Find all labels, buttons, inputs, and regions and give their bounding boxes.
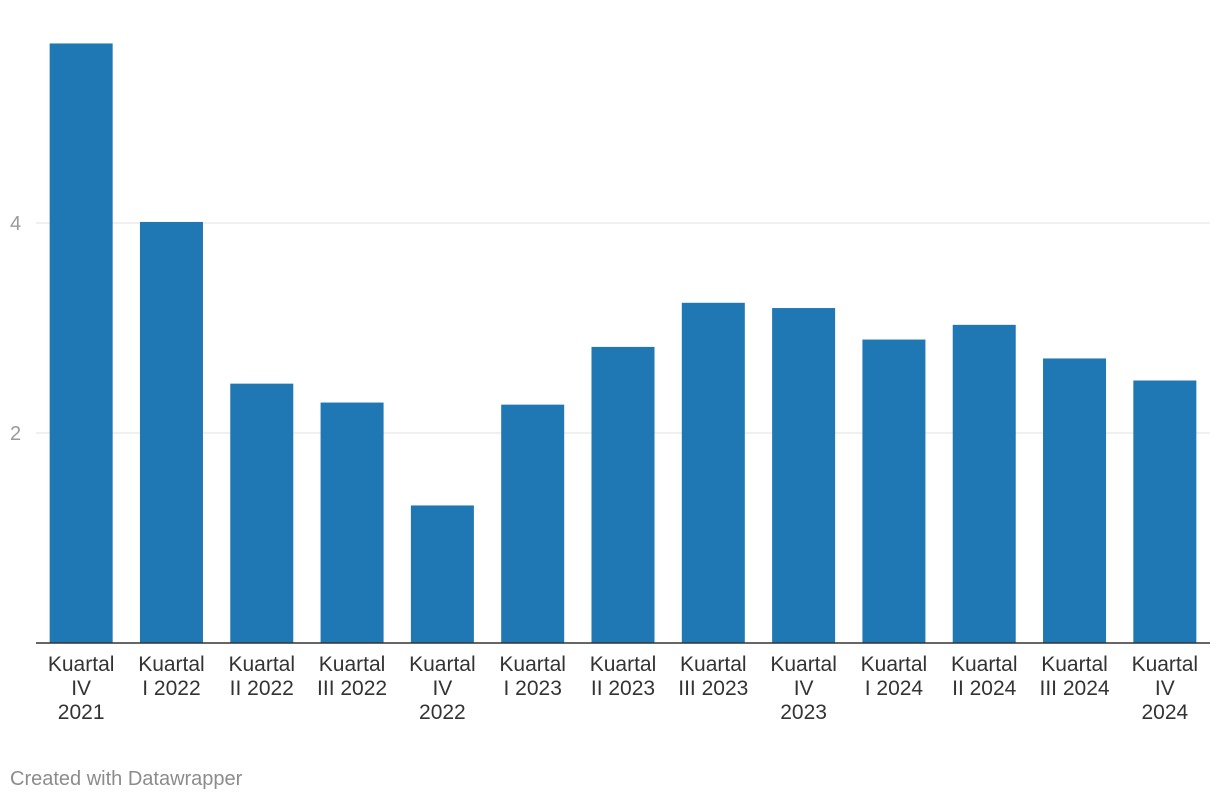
bar — [49, 43, 113, 643]
x-tick-label-line: Kuartal — [48, 653, 115, 676]
bar — [1133, 380, 1197, 643]
y-tick-label: 2 — [10, 423, 21, 445]
x-tick-label-line: Kuartal — [680, 653, 747, 676]
bar — [139, 221, 203, 643]
bar — [591, 346, 655, 643]
x-tick-label-line: I 2022 — [142, 677, 200, 700]
x-tick-label-line: 2023 — [780, 701, 827, 724]
x-tick-label: Kuartal II 2023 — [590, 653, 657, 700]
x-tick-label: Kuartal III 2022 — [317, 653, 387, 700]
x-tick-label: Kuartal IV 2023 — [770, 653, 837, 724]
x-tick-label-line: III 2024 — [1040, 677, 1110, 700]
bar — [681, 302, 745, 643]
x-tick-label-line: 2024 — [1141, 701, 1188, 724]
bar — [952, 324, 1016, 643]
datawrapper-credit: Created with Datawrapper — [10, 768, 243, 790]
y-axis-ticks: 24 — [10, 213, 21, 445]
bar — [320, 402, 384, 643]
x-tick-label-line: Kuartal — [319, 653, 386, 676]
bars — [49, 43, 1197, 643]
x-tick-label-line: Kuartal — [770, 653, 837, 676]
x-tick-label: Kuartal III 2023 — [678, 653, 748, 700]
x-tick-label-line: Kuartal — [1041, 653, 1108, 676]
x-tick-label: Kuartal I 2022 — [138, 653, 205, 700]
bar — [410, 505, 474, 643]
x-tick-label-line: I 2023 — [503, 677, 561, 700]
x-tick-label-line: II 2024 — [952, 677, 1017, 700]
bar — [501, 404, 565, 643]
x-tick-label-line: Kuartal — [409, 653, 476, 676]
bar — [1043, 358, 1107, 643]
x-tick-label-line: II 2022 — [230, 677, 294, 700]
x-tick-label: Kuartal II 2024 — [951, 653, 1018, 700]
x-tick-label-line: 2021 — [58, 701, 105, 724]
x-tick-label-line: II 2023 — [591, 677, 655, 700]
x-tick-label-line: 2022 — [419, 701, 466, 724]
x-tick-label-line: Kuartal — [228, 653, 295, 676]
x-tick-label: Kuartal I 2023 — [499, 653, 566, 700]
bar — [862, 339, 926, 643]
x-tick-label: Kuartal III 2024 — [1040, 653, 1110, 700]
x-tick-label-line: Kuartal — [499, 653, 566, 676]
bar — [772, 308, 836, 643]
x-tick-label-line: Kuartal — [951, 653, 1018, 676]
x-tick-label: Kuartal IV 2024 — [1132, 653, 1199, 724]
x-tick-label-line: III 2022 — [317, 677, 387, 700]
x-tick-label-line: Kuartal — [590, 653, 657, 676]
x-tick-label: Kuartal IV 2022 — [409, 653, 476, 724]
x-tick-label: Kuartal II 2022 — [228, 653, 295, 700]
x-tick-label-line: Kuartal — [1132, 653, 1199, 676]
x-tick-label-line: IV — [71, 677, 91, 700]
x-tick-label-line: Kuartal — [861, 653, 928, 676]
x-tick-label: Kuartal I 2024 — [861, 653, 928, 700]
x-tick-label-line: IV — [1155, 677, 1175, 700]
x-tick-label-line: IV — [794, 677, 814, 700]
x-tick-label-line: I 2024 — [865, 677, 924, 700]
x-tick-label-line: Kuartal — [138, 653, 205, 676]
x-tick-label-line: IV — [432, 677, 452, 700]
x-tick-label: Kuartal IV 2021 — [48, 653, 115, 724]
y-tick-label: 4 — [10, 213, 21, 235]
bar — [230, 383, 294, 643]
x-tick-label-line: III 2023 — [678, 677, 748, 700]
